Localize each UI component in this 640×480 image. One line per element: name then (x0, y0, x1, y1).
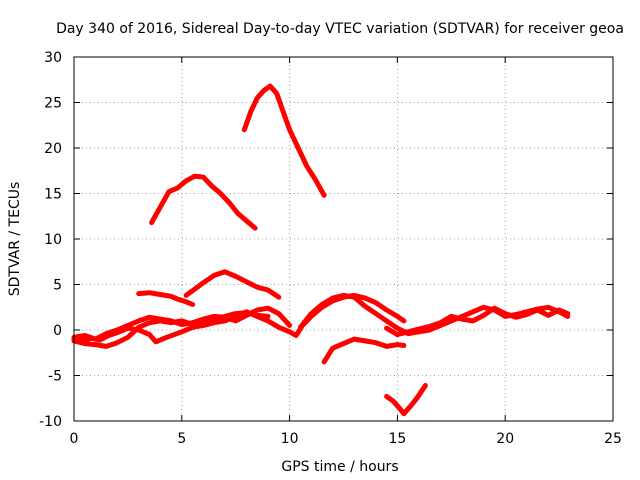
series-line-track-7 (241, 83, 327, 198)
y-axis-title: SDTVAR / TECUs (7, 182, 23, 297)
chart-title: Day 340 of 2016, Sidereal Day-to-day VTE… (56, 21, 624, 37)
y-tick-label: 30 (44, 50, 62, 66)
y-tick-label: -5 (48, 369, 62, 385)
y-tick-label: 25 (44, 96, 62, 112)
series-line-track-4 (136, 290, 196, 307)
series-layer (71, 83, 571, 417)
series-line-track-2 (71, 305, 293, 342)
series-line-track-5 (183, 269, 282, 300)
x-tick-label: 5 (177, 431, 186, 447)
x-tick-labels: 0 5 10 15 20 25 (70, 431, 622, 447)
x-tick-label: 15 (388, 431, 406, 447)
y-tick-labels: -10 -5 0 5 10 15 20 25 30 (39, 50, 62, 430)
x-axis-title: GPS time / hours (281, 459, 398, 475)
y-tick-label: 5 (53, 278, 62, 294)
axis-ticks (73, 56, 614, 422)
y-tick-label: -10 (39, 414, 62, 430)
x-tick-label: 10 (281, 431, 299, 447)
series-line-track-9 (384, 305, 571, 338)
y-tick-label: 20 (44, 141, 62, 157)
series-line-track-6 (149, 173, 258, 231)
x-tick-label: 25 (604, 431, 622, 447)
grid-lines (74, 57, 613, 421)
y-tick-label: 10 (44, 232, 62, 248)
series-line-track-11 (384, 383, 428, 417)
y-tick-label: 0 (53, 323, 62, 339)
x-tick-label: 20 (496, 431, 514, 447)
series-line-track-8 (297, 292, 571, 337)
x-tick-label: 0 (70, 431, 79, 447)
series-line-track-10 (321, 336, 407, 365)
y-tick-label: 15 (44, 187, 62, 203)
